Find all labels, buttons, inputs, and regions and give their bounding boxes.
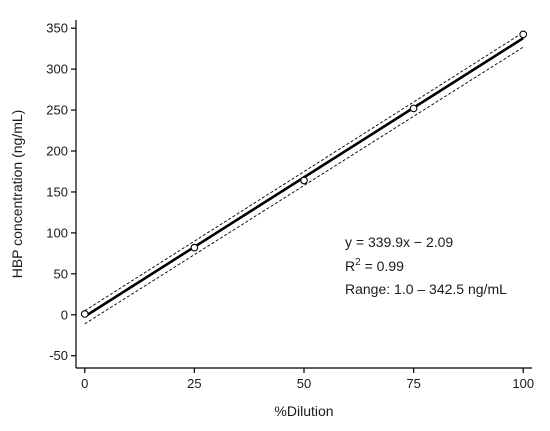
y-tick-label: 300: [46, 62, 68, 77]
y-ticks: -50 0 50 100 150 200 250 300 350: [46, 21, 76, 363]
range-text: Range: 1.0 – 342.5 ng/mL: [345, 281, 507, 297]
r-squared-superscript: 2: [355, 257, 361, 268]
lower-band-line: [84, 46, 524, 325]
y-axis-title: HBP concentration (ng/mL): [9, 110, 25, 279]
r-squared-value: = 0.99: [361, 258, 404, 274]
data-point: [80, 310, 89, 318]
y-tick-label: 100: [46, 225, 68, 240]
y-tick-label: -50: [49, 348, 68, 363]
data-point: [409, 104, 418, 113]
confidence-band: [84, 32, 524, 325]
r-squared-prefix: R: [345, 258, 355, 274]
x-axis-title: %Dilution: [274, 403, 333, 419]
y-tick-label: 250: [46, 103, 68, 118]
x-ticks: 0 25 50 75 100: [81, 368, 534, 391]
axes: [75, 20, 532, 369]
r-squared-text: R2 = 0.99: [345, 257, 404, 274]
data-point: [300, 176, 308, 185]
data-points: [80, 30, 528, 318]
data-point: [190, 243, 199, 252]
equation-text: y = 339.9x − 2.09: [345, 234, 453, 250]
data-point: [519, 30, 528, 39]
x-tick-label: 50: [297, 376, 311, 391]
upper-band-line: [84, 32, 524, 312]
y-tick-label: 0: [61, 307, 68, 322]
x-tick-label: 100: [512, 376, 534, 391]
y-tick-label: 50: [54, 266, 68, 281]
regression-annotation: y = 339.9x − 2.09 R2 = 0.99 Range: 1.0 –…: [345, 234, 507, 297]
y-tick-label: 150: [46, 184, 68, 199]
x-tick-label: 0: [81, 376, 88, 391]
y-tick-label: 200: [46, 144, 68, 159]
y-tick-label: 350: [46, 21, 68, 36]
x-tick-label: 75: [406, 376, 420, 391]
x-tick-label: 25: [187, 376, 201, 391]
